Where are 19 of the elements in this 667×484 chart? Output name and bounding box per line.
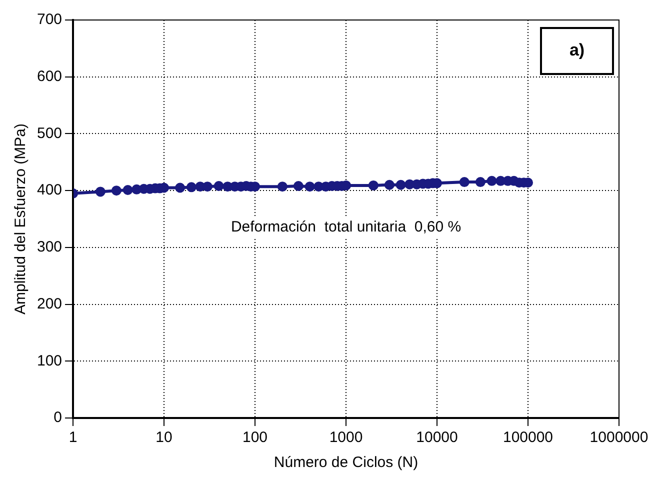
x-tick-label: 1000 [329, 429, 363, 446]
x-tick-label: 1 [68, 429, 78, 446]
y-tick-label: 600 [36, 68, 62, 85]
x-tick-label: 1000000 [590, 429, 648, 446]
x-tick-label: 10 [156, 429, 172, 446]
y-tick-label: 400 [36, 182, 62, 199]
y-axis-title: Amplitud del Esfuerzo (MPa) [12, 124, 30, 314]
x-tick-label: 100 [242, 429, 268, 446]
annotation: a) [569, 40, 585, 60]
y-tick-label: 300 [36, 238, 62, 256]
y-tick-label: 200 [36, 295, 62, 312]
y-tick-label: 0 [54, 409, 62, 426]
x-tick-label: 100000 [502, 429, 554, 446]
x-tick-label: 10000 [416, 429, 458, 446]
y-tick-label: 700 [36, 11, 62, 28]
y-tick-label: 500 [36, 124, 62, 142]
x-axis-title: Número de Ciclos (N) [274, 454, 418, 472]
annotation: Deformación total unitaria 0,60 % [230, 218, 462, 236]
y-tick-label: 100 [36, 352, 62, 370]
